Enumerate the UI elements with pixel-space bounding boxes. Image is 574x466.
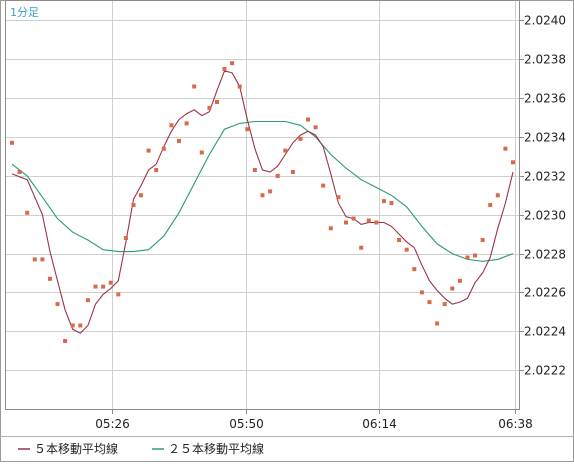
price-point <box>306 117 310 122</box>
price-point <box>40 257 45 262</box>
price-point <box>283 148 288 153</box>
x-tick-label: 05:26 <box>95 417 130 431</box>
price-point <box>48 276 52 281</box>
price-point <box>70 323 75 328</box>
price-point <box>473 253 477 258</box>
price-point <box>260 193 265 198</box>
price-point <box>215 100 219 104</box>
price-point <box>442 302 447 307</box>
y-tick-label: 2.0236 <box>524 92 566 106</box>
price-point <box>55 302 60 307</box>
plot-area-border <box>5 0 520 410</box>
price-point <box>275 173 280 178</box>
price-point <box>237 84 242 89</box>
price-point <box>230 61 235 66</box>
price-point <box>161 146 166 151</box>
price-point <box>184 121 189 126</box>
price-point <box>245 127 250 132</box>
price-point <box>488 203 493 207</box>
price-point <box>336 195 341 200</box>
price-point <box>389 201 394 206</box>
price-point <box>101 284 106 289</box>
y-tick-label: 2.0240 <box>524 14 566 28</box>
price-series <box>10 61 515 343</box>
price-point <box>207 105 212 110</box>
chart-legend: ５本移動平均線 ２５本移動平均線 <box>18 441 264 456</box>
price-point <box>199 150 204 155</box>
price-point <box>457 278 462 283</box>
price-point <box>344 220 348 225</box>
y-tick-label: 2.0224 <box>524 325 566 339</box>
price-point <box>222 67 227 71</box>
x-tick-label: 06:38 <box>498 417 533 431</box>
price-point <box>412 267 417 272</box>
price-point <box>10 140 14 145</box>
price-point <box>503 146 508 151</box>
price-point <box>108 280 113 285</box>
x-tick-label: 06:14 <box>362 417 397 431</box>
price-point <box>252 168 257 172</box>
price-point <box>85 298 90 303</box>
price-point <box>419 290 424 295</box>
price-point <box>116 292 121 297</box>
y-tick-label: 2.0230 <box>524 209 566 223</box>
price-point <box>154 168 159 172</box>
price-point <box>268 189 273 194</box>
period-label: 1分足 <box>10 6 39 19</box>
ma25-line <box>11 120 514 262</box>
y-tick-label: 2.0228 <box>524 248 566 262</box>
price-point <box>382 199 386 204</box>
price-point <box>17 170 22 174</box>
y-tick-label: 2.0234 <box>524 131 566 145</box>
price-point <box>298 136 303 141</box>
price-point <box>192 84 197 89</box>
ma5-series <box>11 70 514 334</box>
price-point <box>290 170 295 174</box>
grid-lines <box>6 1 524 414</box>
price-point <box>139 193 143 198</box>
price-point <box>328 226 333 231</box>
y-axis-labels: 2.0240 2.0238 2.0236 2.0234 2.0232 2.0230 2.02… <box>524 14 566 378</box>
price-point <box>93 284 98 289</box>
price-point <box>321 183 326 188</box>
y-tick-label: 2.0226 <box>524 286 566 300</box>
price-point <box>32 257 37 262</box>
price-point <box>123 236 128 240</box>
x-tick-label: 05:50 <box>229 417 264 431</box>
price-point <box>146 148 151 153</box>
price-point <box>177 138 181 143</box>
legend-label: ２５本移動平均線 <box>168 441 264 456</box>
price-point <box>313 125 318 130</box>
price-point <box>131 203 136 207</box>
price-point <box>427 300 432 305</box>
price-point <box>351 216 356 221</box>
price-point <box>366 218 371 223</box>
price-point <box>359 245 364 250</box>
price-point <box>397 238 402 242</box>
price-point <box>435 321 440 326</box>
x-axis-labels: 05:26 05:50 06:14 06:38 <box>95 417 533 431</box>
price-point <box>374 220 379 225</box>
y-tick-label: 2.0232 <box>524 170 566 184</box>
price-point <box>480 238 485 242</box>
price-point <box>78 323 83 328</box>
legend-label: ５本移動平均線 <box>34 441 118 456</box>
price-point <box>63 339 68 343</box>
price-point <box>404 247 409 252</box>
ma25-series <box>11 120 514 262</box>
price-point <box>465 255 470 260</box>
price-point <box>169 123 174 128</box>
ma5-line <box>11 70 514 334</box>
price-point <box>511 160 515 165</box>
y-tick-label: 2.0238 <box>524 53 566 67</box>
price-point <box>450 286 455 291</box>
price-point <box>495 193 500 198</box>
price-point <box>25 210 30 215</box>
y-tick-label: 2.0222 <box>524 364 566 378</box>
